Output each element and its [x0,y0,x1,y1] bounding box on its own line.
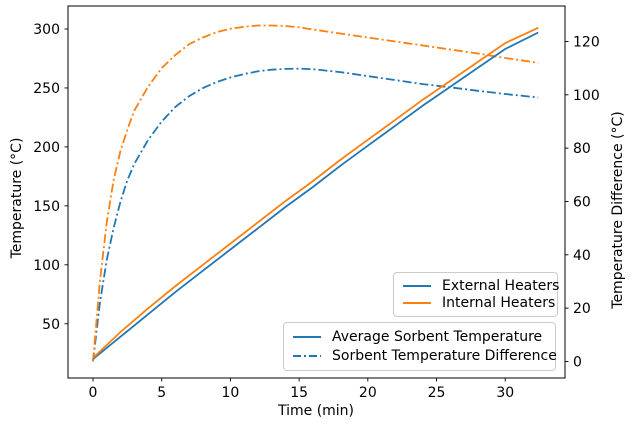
plot-spines [67,5,566,379]
legend-label-average-sorbent-temperature: Average Sorbent Temperature [332,329,543,345]
legend-line-sample [293,336,321,338]
right-y-axis-title: Temperature Difference (°C) [610,111,626,309]
legend-line-sample [403,284,431,287]
legend-entry-average-sorbent-temperature: Average Sorbent Temperature [292,329,547,345]
right-y-tick-label: 60 [573,194,591,210]
series-line [92,67,539,362]
right-y-tick-label: 40 [573,248,591,264]
legend-sorbent: Average Sorbent Temperature Sorbent Temp… [283,322,557,371]
right-y-tick-label: 120 [573,34,600,50]
series-line [92,24,539,362]
series-line [92,26,539,359]
x-tick-label: 25 [428,385,446,401]
left-y-tick-label: 250 [33,81,60,97]
legend-label-internal-heaters: Internal Heaters [442,295,556,312]
x-tick-label: 20 [359,385,377,401]
x-tick-label: 30 [496,385,514,401]
legend-line-sample [403,302,431,305]
left-y-tick-label: 100 [33,258,60,274]
legend-entry-external-heaters: External Heaters [402,278,559,294]
legend-label-external-heaters: External Heaters [442,277,560,294]
x-axis-title: Time (min) [277,403,355,419]
legend-heaters: External Heaters Internal Heaters [393,272,559,317]
legend-entry-sorbent-temperature-difference: Sorbent Temperature Difference [292,348,557,364]
legend-entry-internal-heaters: Internal Heaters [402,295,555,311]
x-tick-label: 5 [157,385,166,401]
x-tick-label: 15 [290,385,308,401]
right-y-tick-label: 20 [573,301,591,317]
series-line [92,31,539,360]
left-y-tick-label: 200 [33,140,60,156]
left-y-tick-label: 150 [33,199,60,215]
left-y-tick-label: 50 [42,317,60,333]
right-y-tick-label: 100 [573,88,600,104]
left-y-axis-title: Temperature (°C) [9,137,25,259]
legend-line-sample [293,355,321,357]
x-tick-label: 10 [222,385,240,401]
x-tick-label: 0 [89,385,98,401]
legend-label-sorbent-temperature-difference: Sorbent Temperature Difference [332,348,557,364]
left-y-tick-label: 300 [33,22,60,38]
right-y-tick-label: 0 [573,354,582,370]
right-y-tick-label: 80 [573,141,591,157]
